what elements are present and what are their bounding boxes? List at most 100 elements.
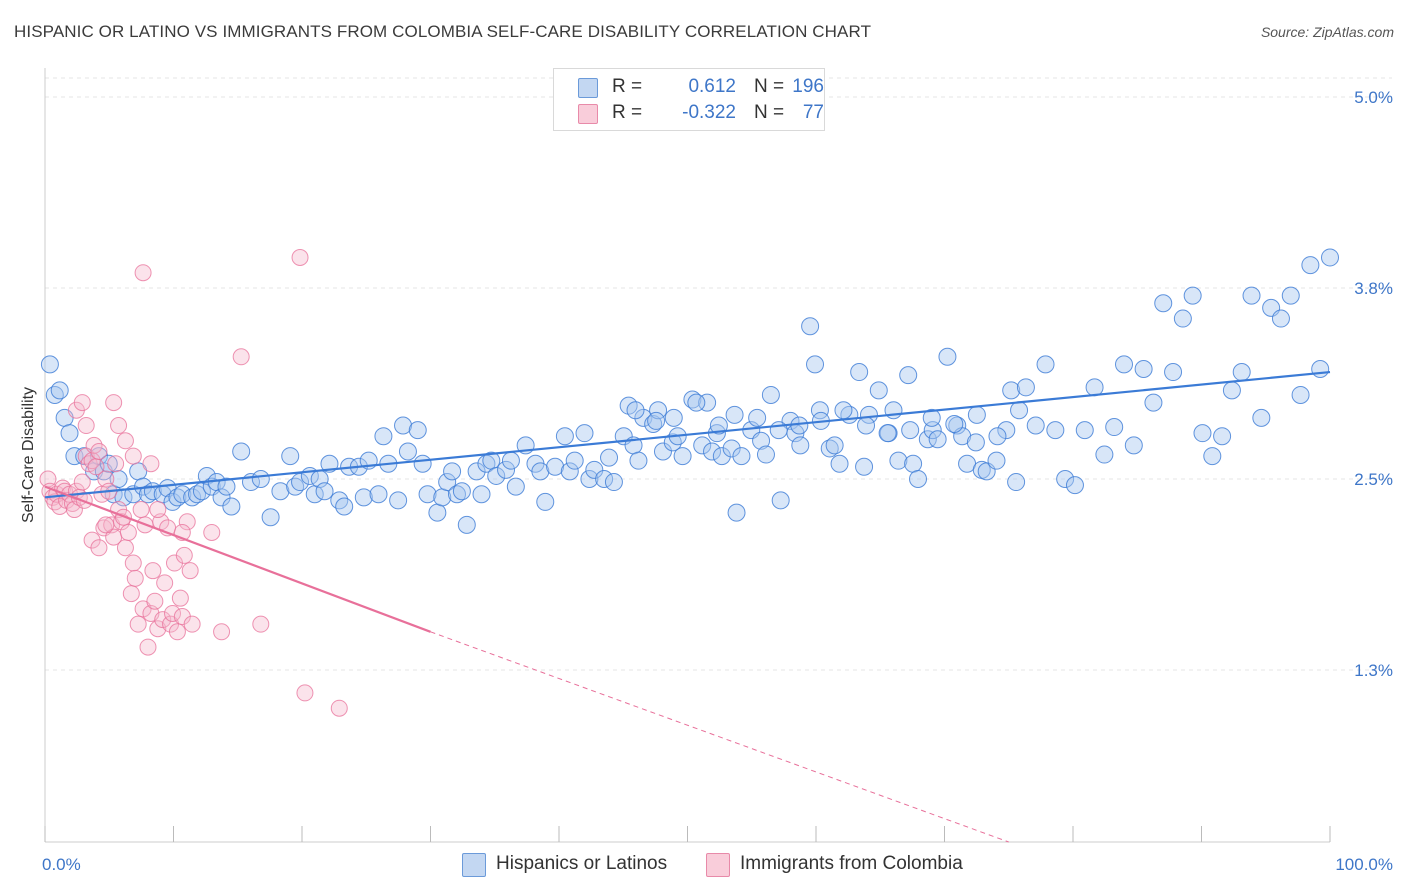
point-hispanics [748, 408, 767, 427]
point-hispanics [369, 485, 388, 504]
point-hispanics [580, 470, 599, 488]
point-hispanics [928, 430, 947, 449]
point-colombia [122, 585, 140, 603]
point-hispanics [725, 405, 744, 424]
point-hispanics [536, 492, 555, 511]
point-hispanics [1026, 416, 1045, 435]
legend-r-value: 0.612 [688, 76, 736, 97]
point-hispanics [1183, 286, 1202, 305]
bottom-legend-label: Hispanics or Latinos [496, 853, 668, 874]
trend-colombia [44, 485, 431, 633]
point-hispanics [413, 454, 432, 473]
point-hispanics [1105, 418, 1124, 437]
point-colombia [203, 523, 221, 541]
point-hispanics [909, 470, 928, 488]
point-hispanics [653, 442, 672, 461]
point-hispanics [727, 503, 746, 522]
point-hispanics [1154, 294, 1173, 313]
trend-hispanics [44, 370, 1331, 499]
point-hispanics [820, 439, 839, 458]
point-hispanics [693, 436, 712, 455]
point-hispanics [281, 447, 300, 466]
point-colombia [149, 501, 167, 519]
point-hispanics [712, 447, 731, 466]
point-hispanics [825, 436, 844, 455]
point-colombia [124, 447, 142, 465]
point-hispanics [188, 485, 207, 504]
point-hispanics [918, 430, 937, 449]
point-colombia [181, 562, 199, 580]
point-hispanics [966, 433, 985, 452]
legend-swatch-pink [578, 104, 598, 124]
point-colombia [107, 455, 125, 473]
y-tick-label: 1.3% [1354, 661, 1393, 680]
point-hispanics [173, 485, 192, 504]
point-colombia [139, 638, 157, 656]
y-tick-label: 2.5% [1354, 470, 1393, 489]
legend-n-value: 77 [802, 102, 824, 123]
point-hispanics [1213, 427, 1232, 446]
point-colombia [168, 623, 186, 641]
point-hispanics [60, 424, 79, 443]
point-hispanics [752, 431, 771, 450]
point-hispanics [869, 381, 888, 400]
point-hispanics [1311, 359, 1330, 378]
point-hispanics [889, 451, 908, 470]
point-hispanics [531, 462, 550, 481]
point-hispanics [722, 439, 741, 458]
point-hispanics [1271, 309, 1290, 328]
point-colombia [73, 394, 91, 412]
y-tick-labels: 1.3% 2.5% 3.8% 5.0% [1354, 88, 1393, 680]
point-hispanics [967, 405, 986, 424]
point-hispanics [1301, 256, 1320, 275]
point-hispanics [1242, 286, 1261, 305]
point-hispanics [997, 421, 1016, 440]
gridlines [45, 77, 1392, 671]
point-hispanics [501, 451, 520, 470]
point-hispanics [647, 411, 666, 430]
point-colombia [132, 501, 150, 519]
point-hispanics [988, 427, 1007, 446]
point-hispanics [183, 488, 202, 507]
point-hispanics [1252, 408, 1271, 427]
point-hispanics [1164, 363, 1183, 382]
point-hispanics [487, 466, 506, 485]
point-hispanics [1193, 424, 1212, 443]
point-colombia [183, 615, 201, 633]
point-hispanics [50, 381, 69, 400]
point-hispanics [948, 416, 967, 435]
legend-r-label: R = [612, 76, 643, 97]
point-hispanics [354, 488, 373, 507]
point-hispanics [565, 451, 584, 470]
point-hispanics [428, 503, 447, 522]
point-hispanics [663, 433, 682, 452]
point-hispanics [555, 427, 574, 446]
point-colombia [146, 592, 164, 610]
x-tick-labels: 0.0% 100.0% [42, 855, 1393, 874]
point-hispanics [801, 317, 820, 336]
point-colombia [171, 589, 189, 607]
point-hispanics [65, 447, 84, 466]
point-colombia [252, 615, 270, 633]
point-hispanics [251, 470, 270, 488]
point-hispanics [394, 416, 413, 435]
point-hispanics [791, 436, 810, 455]
correlation-legend: R = 0.612 N = 196 R = -0.322 N = 77 [553, 68, 825, 131]
point-hispanics [408, 421, 427, 440]
point-colombia [119, 523, 137, 541]
point-hispanics [761, 385, 780, 404]
point-colombia [144, 562, 162, 580]
point-hispanics [1056, 470, 1075, 488]
source-credit: Source: ZipAtlas.com [1260, 24, 1394, 40]
y-tick-label: 3.8% [1354, 279, 1393, 298]
point-hispanics [447, 485, 466, 504]
point-hispanics [626, 401, 645, 420]
point-hispanics [1124, 436, 1143, 455]
point-hispanics [1134, 359, 1153, 378]
point-colombia [90, 539, 108, 557]
point-colombia [164, 604, 182, 622]
point-hispanics [1095, 445, 1114, 464]
point-colombia [73, 473, 91, 491]
point-hispanics [857, 416, 876, 435]
